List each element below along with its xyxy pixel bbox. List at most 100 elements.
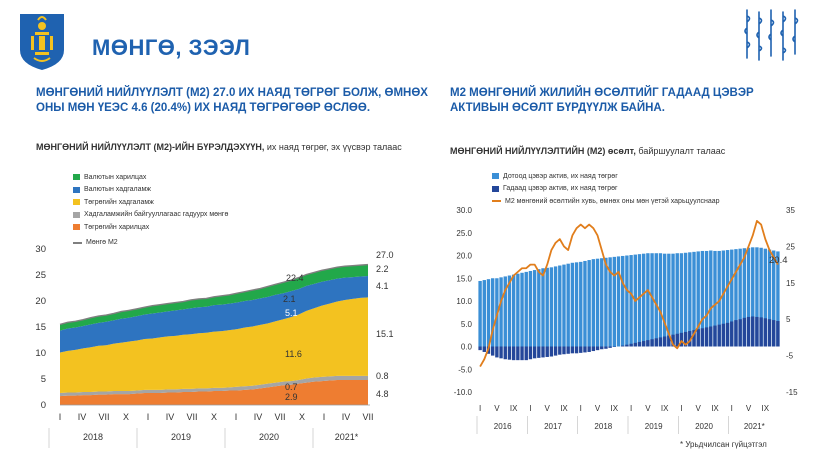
bar-foreign-assets [537, 346, 541, 358]
bar-domestic-assets [641, 253, 646, 347]
bar-domestic-assets [650, 253, 654, 347]
bar-domestic-assets [600, 258, 604, 347]
right-y-right-tick: 5 [786, 315, 791, 324]
left-x-period-tick: X [123, 412, 129, 422]
bar-foreign-assets [641, 341, 646, 347]
bar-foreign-assets [646, 340, 650, 347]
bar-foreign-assets [692, 330, 696, 347]
bar-domestic-assets [541, 268, 545, 347]
m2-growth-line [479, 220, 779, 367]
right-x-period-tick: I [479, 404, 481, 413]
bar-foreign-assets [574, 346, 579, 354]
bar-domestic-assets [537, 269, 541, 347]
bar-foreign-assets [755, 316, 759, 347]
bar-foreign-assets [604, 346, 608, 349]
bar-foreign-assets [730, 321, 734, 347]
right-x-period-tick: IX [762, 404, 770, 413]
left-x-year-label: 2018 [83, 432, 103, 442]
bar-domestic-assets [490, 278, 495, 347]
right-chart-title: МӨНГӨНИЙ НИЙЛҮҮЛЭЛТИЙН (M2) өсөлт, байрш… [450, 145, 790, 157]
bar-foreign-assets [667, 335, 671, 347]
bar-foreign-assets [625, 344, 629, 347]
right-x-period-tick: V [746, 404, 752, 413]
bar-foreign-assets [629, 343, 633, 347]
bar-foreign-assets [532, 346, 537, 359]
mongolbank-logo [20, 14, 64, 70]
right-x-period-tick: I [529, 404, 531, 413]
bar-domestic-assets [570, 262, 575, 347]
bar-domestic-assets [704, 250, 709, 347]
bar-foreign-assets [713, 325, 717, 347]
right-x-year-label: 2017 [544, 422, 562, 431]
right-x-period-tick: V [545, 404, 551, 413]
right-y-right-tick: -15 [786, 388, 798, 397]
right-x-period-tick: V [645, 404, 651, 413]
legend-item-fx-deposit: Валютын хадгаламж [73, 184, 228, 197]
bar-domestic-assets [730, 249, 734, 347]
bar-domestic-assets [528, 270, 533, 347]
bar-domestic-assets [553, 266, 558, 347]
area-series-4 [60, 264, 368, 331]
bar-domestic-assets [675, 253, 679, 347]
right-chart-title-bold: МӨНГӨНИЙ НИЙЛҮҮЛЭЛТИЙН (M2) өсөлт, [450, 146, 636, 156]
area-series-1 [60, 375, 368, 397]
left-y-tick: 20 [35, 296, 46, 307]
bar-foreign-assets [772, 320, 776, 347]
right-x-period-tick: I [630, 404, 632, 413]
bar-foreign-assets [495, 346, 499, 358]
left-chart-title-bold: МӨНГӨНИЙ НИЙЛҮҮЛЭЛТ (M2)-ИЙН БҮРЭЛДЭХҮҮН… [36, 142, 265, 152]
left-x-period-tick: X [299, 412, 305, 422]
left-x-period-tick: VII [274, 412, 285, 422]
bar-domestic-assets [486, 279, 491, 347]
bar-domestic-assets [507, 275, 512, 347]
legend-item-foreign-assets: Гадаад цэвэр актив, их наяд төгрөг [492, 183, 720, 196]
bar-foreign-assets [621, 345, 625, 347]
bar-domestic-assets [625, 255, 629, 347]
left-data-label: 4.8 [376, 389, 389, 399]
bar-domestic-assets [616, 256, 621, 347]
left-y-tick: 0 [41, 400, 46, 411]
bar-foreign-assets [725, 322, 730, 347]
left-data-label: 27.0 [376, 250, 394, 260]
bar-domestic-assets [587, 260, 591, 347]
bar-foreign-assets [503, 346, 507, 360]
bar-domestic-assets [688, 252, 692, 347]
left-y-tick: 5 [41, 374, 46, 385]
bar-domestic-assets [692, 251, 696, 347]
bar-foreign-assets [570, 346, 575, 354]
bar-domestic-assets [516, 273, 520, 347]
left-data-label: 2.2 [376, 264, 389, 274]
right-y-right-tick: 25 [786, 242, 795, 251]
bar-domestic-assets [654, 253, 658, 347]
left-data-label: 5.1 [285, 308, 298, 318]
bar-foreign-assets [721, 323, 726, 347]
left-y-tick: 25 [35, 270, 46, 281]
bar-domestic-assets [679, 253, 684, 347]
legend-item-mnt-deposit: Төгрөгийн хадгаламж [73, 196, 228, 209]
bar-foreign-assets [734, 320, 738, 347]
bar-foreign-assets [511, 346, 516, 361]
bar-foreign-assets [650, 339, 654, 347]
bar-foreign-assets [738, 319, 742, 347]
legend-item-mnt-current: Төгрөгийн харилцах [73, 221, 228, 234]
bar-domestic-assets [746, 247, 751, 347]
bar-domestic-assets [558, 265, 562, 347]
bar-domestic-assets [658, 253, 663, 347]
area-series-2 [60, 297, 368, 394]
bar-foreign-assets [759, 317, 763, 347]
bar-foreign-assets [751, 316, 755, 347]
bar-domestic-assets [738, 248, 742, 347]
bar-domestic-assets [579, 261, 583, 347]
m2-growth-chart: -10.0 -5.0 0.0 5.0 10.0 15.0 20.0 25.0 30.0 -15 -5… [454, 206, 798, 434]
right-x-period-tick: V [595, 404, 601, 413]
bar-domestic-assets [621, 255, 625, 347]
right-chart-title-rest: байршуулалт талаас [635, 146, 726, 156]
bar-foreign-assets [637, 341, 642, 347]
left-data-label: 2.9 [285, 392, 298, 402]
bar-foreign-assets [662, 336, 667, 347]
bar-domestic-assets [549, 267, 554, 347]
left-x-period-tick: VII [362, 412, 373, 422]
bar-foreign-assets [671, 334, 675, 347]
bar-domestic-assets [503, 276, 507, 347]
